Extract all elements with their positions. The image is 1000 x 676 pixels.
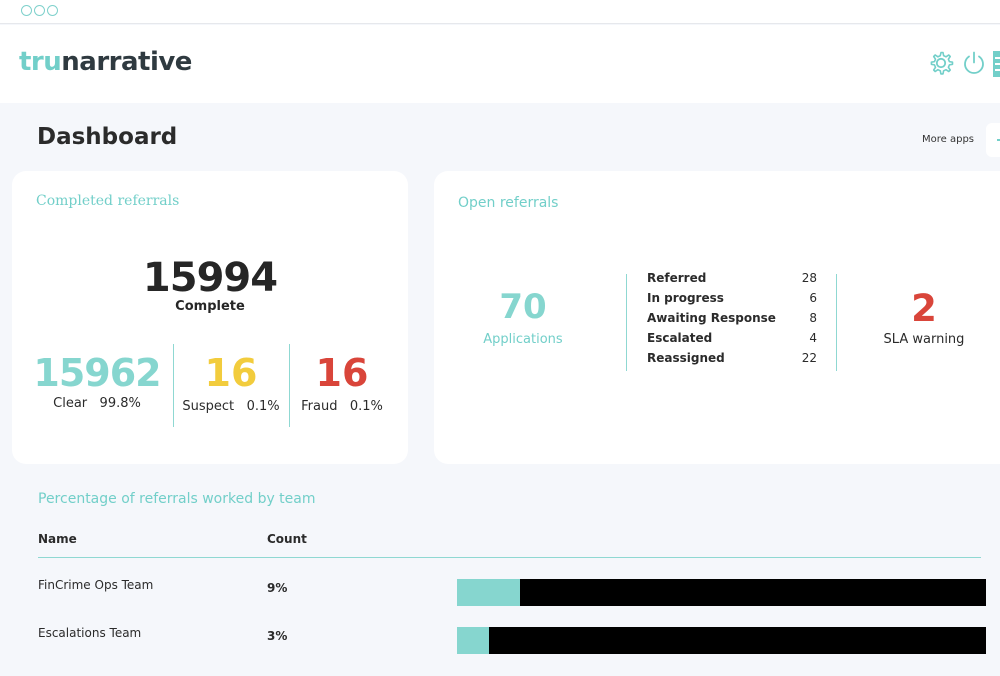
team-progress-bar bbox=[457, 627, 986, 654]
suspect-count: 16 bbox=[204, 351, 258, 395]
column-header-name[interactable]: Name bbox=[38, 532, 77, 546]
fraud-count: 16 bbox=[315, 351, 369, 395]
open-row-referred[interactable]: Referred 28 bbox=[647, 271, 817, 285]
more-apps-indicator-icon bbox=[997, 139, 1000, 141]
applications-count: 70 bbox=[499, 287, 547, 327]
more-apps-link[interactable]: More apps bbox=[922, 134, 975, 145]
app-header: trunarrative bbox=[0, 25, 1000, 103]
window-maximize-dot[interactable] bbox=[47, 5, 58, 16]
open-row-value: 6 bbox=[809, 291, 817, 305]
gear-icon[interactable] bbox=[928, 50, 954, 80]
window-close-dot[interactable] bbox=[21, 5, 32, 16]
open-row-label: In progress bbox=[647, 291, 724, 305]
fraud-label: Fraud bbox=[301, 399, 338, 414]
clear-label-group: Clear 99.8% bbox=[26, 396, 168, 411]
divider bbox=[626, 274, 627, 371]
team-name: FinCrime Ops Team bbox=[38, 578, 154, 592]
team-name: Escalations Team bbox=[38, 626, 142, 640]
logo-part-narrative: narrative bbox=[61, 47, 192, 77]
clear-label: Clear bbox=[53, 396, 88, 411]
fraud-label-group: Fraud 0.1% bbox=[290, 399, 394, 414]
suspect-label: Suspect bbox=[182, 399, 235, 414]
team-progress-bar bbox=[457, 579, 986, 606]
menu-icon[interactable] bbox=[993, 51, 1000, 81]
open-row-escalated[interactable]: Escalated 4 bbox=[647, 331, 817, 345]
open-row-value: 28 bbox=[801, 271, 817, 285]
fraud-percent: 0.1% bbox=[349, 399, 383, 414]
divider bbox=[173, 344, 174, 427]
open-row-in-progress[interactable]: In progress 6 bbox=[647, 291, 817, 305]
page-title: Dashboard bbox=[37, 124, 178, 150]
suspect-label-group: Suspect 0.1% bbox=[174, 399, 288, 414]
team-count: 9% bbox=[267, 581, 288, 595]
open-row-label: Awaiting Response bbox=[647, 311, 776, 325]
completed-referrals-title: Completed referrals bbox=[36, 193, 180, 209]
window-minimize-dot[interactable] bbox=[34, 5, 45, 16]
applications-label: Applications bbox=[483, 332, 563, 347]
teams-section-title: Percentage of referrals worked by team bbox=[38, 491, 316, 507]
divider bbox=[289, 344, 290, 427]
sla-warning-count: 2 bbox=[911, 287, 937, 330]
open-row-awaiting-response[interactable]: Awaiting Response 8 bbox=[647, 311, 817, 325]
logo-part-tru: tru bbox=[19, 47, 62, 77]
team-count: 3% bbox=[267, 629, 288, 643]
window-chrome bbox=[0, 0, 1000, 24]
suspect-percent: 0.1% bbox=[246, 399, 280, 414]
completed-referrals-card: Completed referrals 15994 Complete 15962… bbox=[12, 171, 408, 464]
open-referrals-card: Open referrals 70 Applications Referred 2… bbox=[434, 171, 1000, 464]
column-header-count[interactable]: Count bbox=[267, 532, 307, 546]
open-row-reassigned[interactable]: Reassigned 22 bbox=[647, 351, 817, 365]
sla-warning-label: SLA warning bbox=[883, 332, 965, 347]
open-row-label: Reassigned bbox=[647, 351, 725, 365]
open-row-value: 8 bbox=[809, 311, 817, 325]
complete-total: 15994 bbox=[142, 255, 278, 301]
team-progress-fill bbox=[457, 579, 521, 606]
more-apps-toggle[interactable] bbox=[986, 123, 1000, 157]
open-row-label: Referred bbox=[647, 271, 707, 285]
team-progress-fill bbox=[457, 627, 489, 654]
clear-percent: 99.8% bbox=[99, 396, 141, 411]
open-row-value: 4 bbox=[809, 331, 817, 345]
open-referrals-title: Open referrals bbox=[458, 195, 559, 211]
open-row-label: Escalated bbox=[647, 331, 713, 345]
table-header-divider bbox=[38, 557, 981, 558]
power-icon[interactable] bbox=[961, 50, 987, 80]
clear-count: 15962 bbox=[33, 351, 161, 395]
complete-label: Complete bbox=[175, 299, 245, 314]
open-row-value: 22 bbox=[801, 351, 817, 365]
trunarrative-logo[interactable]: trunarrative bbox=[19, 47, 192, 77]
divider bbox=[836, 274, 837, 371]
